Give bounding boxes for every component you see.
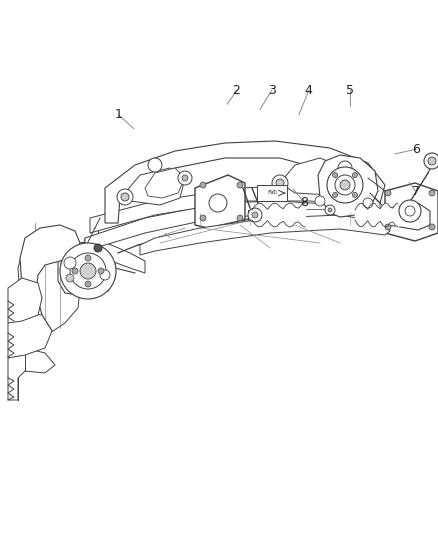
Text: 4: 4	[305, 84, 313, 97]
Circle shape	[276, 179, 284, 187]
Circle shape	[405, 206, 415, 216]
Circle shape	[148, 158, 162, 172]
Polygon shape	[20, 225, 80, 333]
Circle shape	[70, 253, 106, 289]
Polygon shape	[85, 238, 145, 273]
Circle shape	[237, 215, 243, 221]
Polygon shape	[125, 168, 185, 205]
Polygon shape	[248, 210, 395, 220]
Text: 1: 1	[114, 108, 122, 121]
Circle shape	[121, 193, 129, 201]
Text: 5: 5	[346, 84, 354, 97]
Circle shape	[429, 224, 435, 230]
Polygon shape	[85, 201, 390, 251]
Circle shape	[429, 190, 435, 196]
Circle shape	[64, 257, 76, 269]
Polygon shape	[145, 168, 185, 198]
Circle shape	[338, 161, 352, 175]
Circle shape	[353, 173, 357, 177]
Polygon shape	[380, 203, 430, 230]
Circle shape	[325, 205, 335, 215]
Text: FWD: FWD	[267, 190, 277, 196]
Circle shape	[85, 281, 91, 287]
Circle shape	[332, 192, 338, 197]
Circle shape	[385, 224, 391, 230]
Circle shape	[340, 180, 350, 190]
Circle shape	[363, 198, 373, 208]
Text: 6: 6	[412, 143, 420, 156]
Circle shape	[237, 182, 243, 188]
Polygon shape	[8, 278, 42, 323]
Polygon shape	[90, 185, 380, 233]
Circle shape	[272, 175, 288, 191]
Polygon shape	[318, 155, 378, 217]
Polygon shape	[8, 348, 55, 400]
Circle shape	[424, 153, 438, 169]
Circle shape	[327, 167, 363, 203]
Circle shape	[428, 157, 436, 165]
Circle shape	[117, 189, 133, 205]
Circle shape	[252, 212, 258, 218]
Circle shape	[66, 274, 74, 282]
Circle shape	[328, 208, 332, 212]
Circle shape	[178, 171, 192, 185]
Polygon shape	[105, 141, 385, 223]
Circle shape	[72, 268, 78, 274]
Text: 8: 8	[300, 196, 308, 209]
FancyBboxPatch shape	[257, 185, 287, 201]
Circle shape	[85, 255, 91, 261]
Circle shape	[182, 175, 188, 181]
Circle shape	[98, 268, 104, 274]
Circle shape	[209, 194, 227, 212]
Circle shape	[60, 243, 116, 299]
Circle shape	[100, 270, 110, 280]
Circle shape	[80, 263, 96, 279]
Circle shape	[200, 182, 206, 188]
Polygon shape	[18, 248, 80, 333]
Circle shape	[385, 190, 391, 196]
Circle shape	[353, 192, 357, 197]
Circle shape	[200, 215, 206, 221]
Polygon shape	[140, 215, 390, 255]
Polygon shape	[305, 209, 355, 221]
Circle shape	[332, 173, 338, 177]
Circle shape	[315, 196, 325, 206]
Circle shape	[248, 208, 262, 222]
Text: 7: 7	[412, 185, 420, 198]
Text: 2: 2	[233, 84, 240, 97]
Polygon shape	[280, 158, 348, 195]
Polygon shape	[8, 311, 52, 358]
Circle shape	[335, 175, 355, 195]
Polygon shape	[195, 175, 245, 233]
Circle shape	[94, 244, 102, 252]
Polygon shape	[385, 183, 438, 241]
Polygon shape	[58, 241, 115, 295]
Text: 3: 3	[268, 84, 276, 97]
Circle shape	[399, 200, 421, 222]
